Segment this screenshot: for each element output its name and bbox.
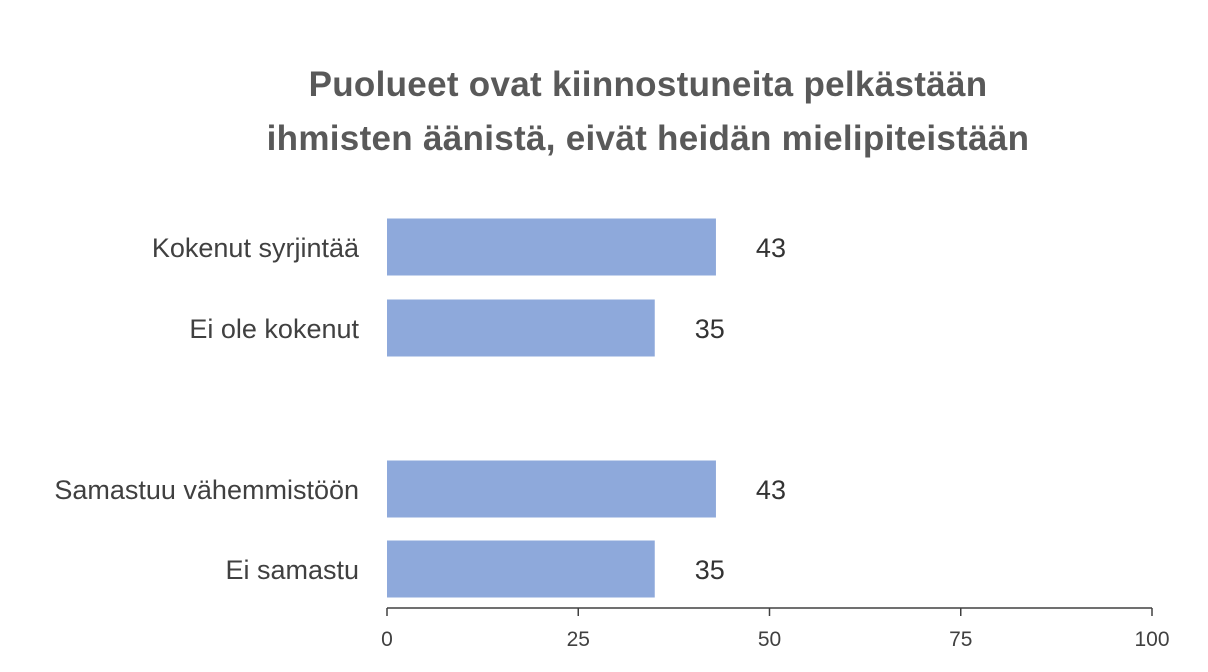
bar-kokenut-syrjintaa xyxy=(387,218,716,276)
category-label-ei-ole-kokenut: Ei ole kokenut xyxy=(189,314,359,344)
data-label-ei-ole-kokenut: 35 xyxy=(695,314,725,344)
bar-ei-ole-kokenut xyxy=(387,299,655,357)
x-tick-label-25: 25 xyxy=(567,628,590,651)
category-label-kokenut-syrjintaa: Kokenut syrjintää xyxy=(152,233,360,263)
x-tick-label-50: 50 xyxy=(758,628,781,651)
data-label-ei-samastu: 35 xyxy=(695,555,725,585)
bar-ei-samastu xyxy=(387,540,655,598)
x-tick-label-75: 75 xyxy=(949,628,972,651)
chart-title: Puolueet ovat kiinnostuneita pelkästään … xyxy=(0,58,1208,166)
data-label-samastuu-vahemmistoon: 43 xyxy=(756,475,786,505)
data-label-kokenut-syrjintaa: 43 xyxy=(756,233,786,263)
chart-title-line-2: ihmisten äänistä, eivät heidän mielipite… xyxy=(266,119,1030,158)
bars-layer: Kokenut syrjintää 43 Ei ole kokenut 35 Samas… xyxy=(54,218,786,598)
chart-title-line-1: Puolueet ovat kiinnostuneita pelkästään xyxy=(308,65,988,104)
x-tick-label-0: 0 xyxy=(381,628,393,651)
category-label-ei-samastu: Ei samastu xyxy=(225,555,359,585)
x-tick-label-100: 100 xyxy=(1134,628,1169,651)
x-axis: 0 25 50 75 100 xyxy=(381,607,1170,651)
bar-samastuu-vahemmistoon xyxy=(387,460,716,518)
category-label-samastuu-vahemmistoon: Samastuu vähemmistöön xyxy=(54,475,359,505)
